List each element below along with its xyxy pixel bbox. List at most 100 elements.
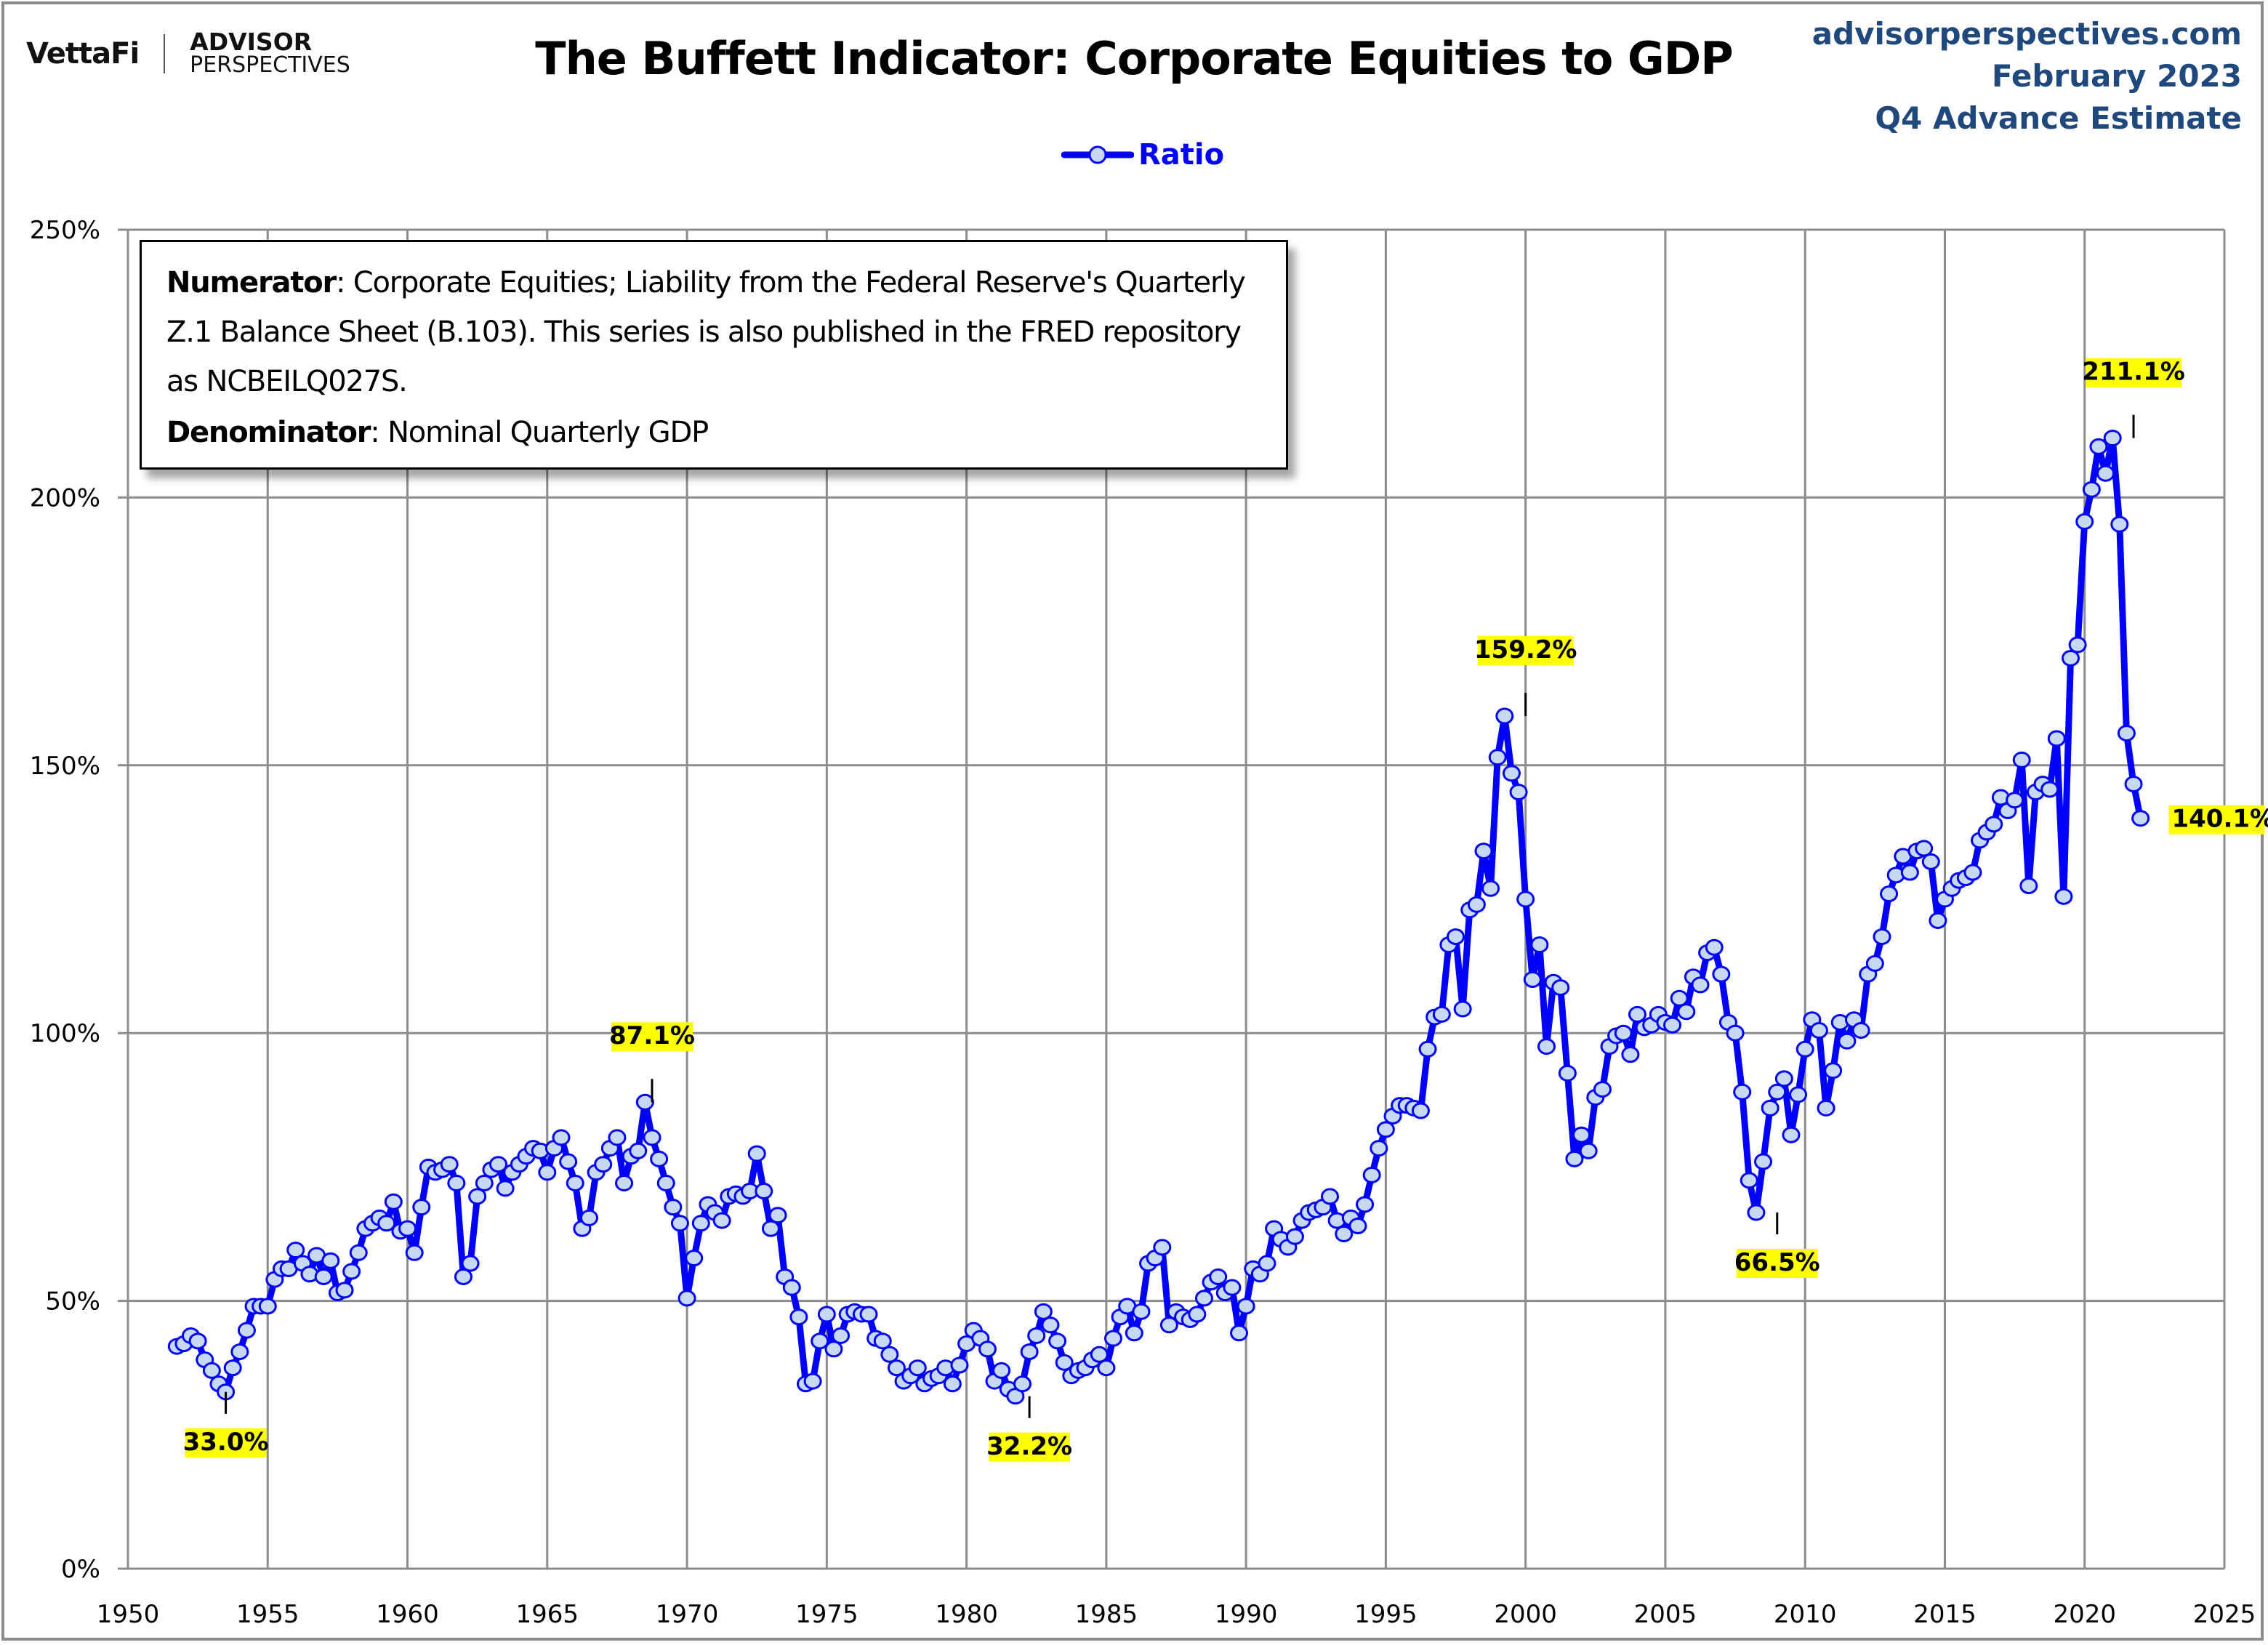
callout-label: 33.0% (183, 1428, 269, 1457)
data-point (1348, 1217, 1367, 1234)
data-point (1370, 1140, 1388, 1157)
data-point (1027, 1327, 1046, 1344)
source-note: Q4 Advance Estimate (1875, 100, 2242, 136)
data-point (768, 1207, 787, 1224)
x-axis-ticks: 1950 1955 1960 1965 1970 1975 1980 1985 1990 1995… (97, 1600, 2256, 1629)
numerator-note: Numerator: Corporate Equities; Liability… (166, 258, 1261, 406)
callouts: 33.0% 87.1% 32.2% 159.2% 66.5% 211.1% 140.1% (183, 358, 2268, 1462)
data-point (405, 1244, 424, 1261)
data-point (1509, 784, 1528, 801)
legend-line-marker-icon (1061, 145, 1134, 164)
y-tick-label: 0% (61, 1555, 100, 1584)
logo: VettaFi ADVISOR PERSPECTIVES (26, 28, 350, 77)
data-point (643, 1129, 662, 1146)
callout-label: 32.2% (986, 1432, 1072, 1461)
data-point (1153, 1239, 1172, 1256)
data-point (1447, 928, 1465, 946)
data-point (880, 1346, 899, 1363)
data-point (1782, 1126, 1801, 1143)
data-point (859, 1306, 878, 1323)
data-point (1467, 896, 1486, 913)
data-point (650, 1150, 669, 1167)
data-point (817, 1306, 836, 1323)
data-point (2062, 649, 2080, 667)
data-point (286, 1242, 305, 1259)
data-point (747, 1145, 766, 1162)
data-point (447, 1175, 466, 1192)
data-point (789, 1308, 808, 1326)
data-point (1523, 971, 1542, 989)
data-point (1865, 954, 1884, 972)
vettafi-logo: VettaFi (26, 37, 140, 71)
legend[interactable]: Ratio (1061, 138, 1224, 172)
data-point (1809, 1022, 1828, 1039)
data-point (342, 1263, 361, 1280)
x-tick-label: 2025 (2193, 1600, 2256, 1629)
data-point (321, 1252, 340, 1269)
data-point (440, 1156, 459, 1173)
data-point (2131, 810, 2150, 827)
data-point (755, 1183, 773, 1200)
data-point (1335, 1226, 1354, 1242)
logo-divider (164, 34, 166, 73)
callout-highlight (989, 1432, 1071, 1462)
callout-highlight (611, 1022, 693, 1052)
advisor-perspectives-logo: ADVISOR PERSPECTIVES (190, 28, 350, 77)
x-tick-label: 2010 (1774, 1600, 1837, 1629)
data-point (566, 1175, 584, 1192)
data-point (887, 1359, 906, 1377)
data-point (1530, 936, 1549, 954)
data-point (2124, 776, 2143, 793)
data-point (1900, 864, 1919, 881)
data-point (1558, 1064, 1577, 1082)
data-point (2082, 480, 2101, 498)
data-point (691, 1215, 710, 1232)
source-block: advisorperspectives.com February 2023 Q4… (1812, 13, 2242, 140)
denominator-note: Denominator: Nominal Quarterly GDP (166, 408, 1261, 457)
data-point (223, 1359, 242, 1377)
data-point (202, 1362, 221, 1379)
x-tick-label: 1970 (656, 1600, 719, 1629)
data-point (2068, 636, 2087, 653)
data-point (635, 1093, 654, 1111)
data-point (1984, 816, 2003, 833)
definition-note-box: Numerator: Corporate Equities; Liability… (140, 240, 1288, 470)
data-point (1411, 1102, 1430, 1119)
data-point (349, 1244, 368, 1261)
data-point (1159, 1316, 1178, 1334)
data-point (538, 1164, 557, 1181)
data-point (475, 1175, 494, 1192)
y-tick-label: 250% (30, 216, 100, 245)
data-point (1740, 1172, 1758, 1189)
data-point (1055, 1354, 1074, 1371)
data-point (1356, 1196, 1375, 1213)
data-point (1670, 989, 1689, 1007)
data-point (1516, 890, 1535, 908)
x-tick-label: 1955 (236, 1600, 299, 1629)
data-point (1034, 1303, 1053, 1320)
data-point (1488, 749, 1507, 766)
callout-highlight (185, 1428, 267, 1457)
data-point (1320, 1188, 1339, 1205)
data-point (1712, 965, 1731, 983)
data-point (2040, 781, 2059, 798)
callout-label: 159.2% (1474, 635, 1577, 664)
data-point (908, 1359, 927, 1377)
data-point (454, 1268, 472, 1285)
data-point (1579, 1142, 1598, 1159)
data-point (258, 1298, 277, 1315)
data-point (1432, 1005, 1451, 1023)
x-tick-label: 1990 (1215, 1600, 1278, 1629)
logo-line-1: ADVISOR (190, 28, 313, 56)
data-point (552, 1129, 571, 1146)
data-point (1663, 1016, 1682, 1034)
data-point (1258, 1255, 1276, 1272)
data-point (782, 1279, 801, 1296)
numerator-label: Numerator (166, 266, 337, 299)
data-point (2117, 725, 2136, 742)
data-point (1481, 880, 1500, 897)
data-point (1194, 1290, 1213, 1307)
data-point (2006, 792, 2024, 809)
y-tick-label: 200% (30, 483, 100, 512)
data-point (1572, 1126, 1591, 1143)
